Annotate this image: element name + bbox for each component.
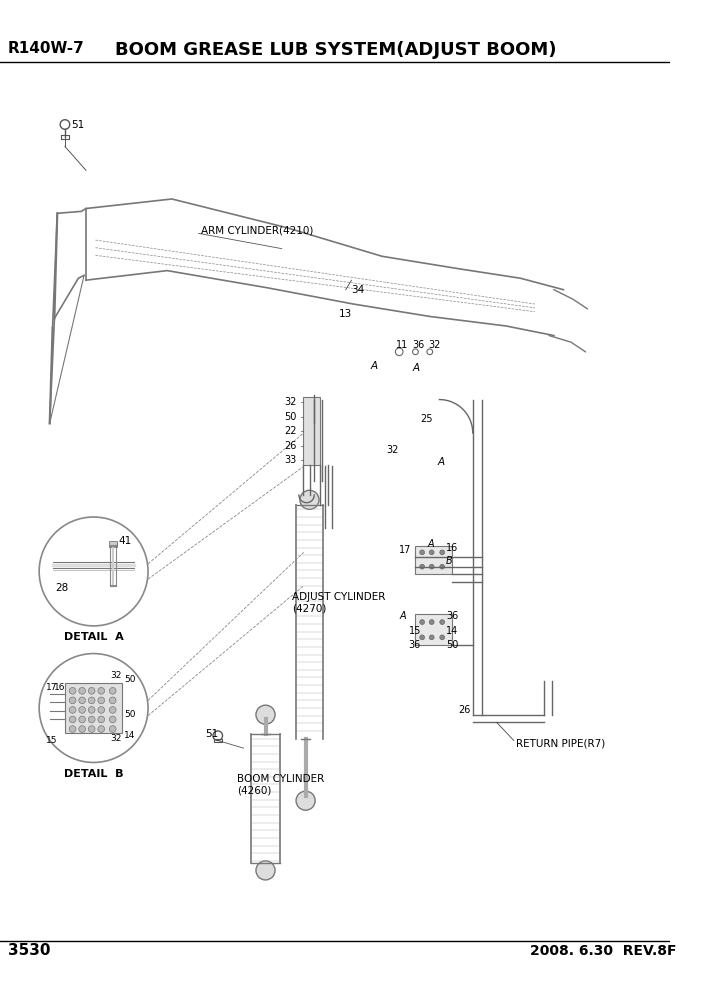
Text: 11: 11 — [397, 340, 409, 350]
Circle shape — [98, 726, 105, 732]
Circle shape — [430, 635, 434, 640]
Circle shape — [439, 620, 444, 624]
Text: BOOM GREASE LUB SYSTEM(ADJUST BOOM): BOOM GREASE LUB SYSTEM(ADJUST BOOM) — [114, 42, 556, 60]
Text: ARM CYLINDER(4210): ARM CYLINDER(4210) — [201, 225, 313, 235]
Circle shape — [88, 716, 95, 723]
Circle shape — [88, 687, 95, 694]
Circle shape — [110, 697, 116, 703]
Text: 17: 17 — [399, 546, 411, 556]
Circle shape — [98, 706, 105, 713]
Text: 36: 36 — [409, 640, 421, 650]
Circle shape — [420, 635, 425, 640]
Circle shape — [69, 726, 76, 732]
Text: R140W-7: R140W-7 — [8, 42, 84, 57]
Text: 36: 36 — [446, 611, 458, 621]
Text: 14: 14 — [124, 731, 135, 740]
Bar — [303, 397, 320, 465]
Text: ADJUST CYLINDER
(4270): ADJUST CYLINDER (4270) — [292, 592, 385, 614]
Circle shape — [69, 687, 76, 694]
Bar — [65, 683, 122, 733]
Circle shape — [430, 620, 434, 624]
Circle shape — [69, 716, 76, 723]
Circle shape — [430, 550, 434, 555]
Text: 50: 50 — [124, 675, 135, 683]
Text: A: A — [399, 611, 406, 621]
Text: 3530: 3530 — [8, 943, 50, 958]
Text: 36: 36 — [413, 340, 425, 350]
Circle shape — [256, 705, 275, 724]
Circle shape — [420, 550, 425, 555]
Text: RETURN PIPE(R7): RETURN PIPE(R7) — [516, 738, 605, 748]
Text: 33: 33 — [284, 454, 297, 464]
Text: 32: 32 — [387, 445, 399, 455]
Text: 51: 51 — [72, 120, 85, 130]
Circle shape — [110, 687, 116, 694]
Text: 26: 26 — [458, 705, 471, 715]
Text: 50: 50 — [446, 640, 458, 650]
Circle shape — [79, 687, 86, 694]
Circle shape — [256, 861, 275, 880]
Text: 32: 32 — [110, 671, 121, 681]
Circle shape — [110, 716, 116, 723]
Text: 26: 26 — [284, 441, 297, 451]
Text: 22: 22 — [284, 426, 297, 436]
Bar — [416, 614, 452, 645]
Text: 25: 25 — [420, 414, 432, 424]
Circle shape — [88, 697, 95, 703]
Text: 14: 14 — [446, 626, 458, 636]
Text: A: A — [437, 456, 444, 466]
Text: A: A — [413, 363, 420, 373]
Circle shape — [420, 564, 425, 569]
Text: DETAIL  B: DETAIL B — [64, 769, 124, 779]
Circle shape — [439, 635, 444, 640]
Bar — [109, 541, 117, 547]
Circle shape — [88, 706, 95, 713]
Circle shape — [439, 564, 444, 569]
Text: 32: 32 — [428, 340, 440, 350]
Circle shape — [69, 706, 76, 713]
Circle shape — [420, 620, 425, 624]
Circle shape — [98, 687, 105, 694]
Circle shape — [79, 716, 86, 723]
Circle shape — [300, 490, 319, 509]
Text: BOOM CYLINDER
(4260): BOOM CYLINDER (4260) — [237, 774, 324, 796]
Text: 16: 16 — [55, 683, 66, 692]
Circle shape — [439, 550, 444, 555]
Circle shape — [98, 697, 105, 703]
Text: 32: 32 — [110, 734, 121, 743]
Text: 51: 51 — [206, 729, 218, 739]
Text: 28: 28 — [55, 582, 69, 592]
Text: 50: 50 — [284, 412, 297, 422]
Circle shape — [296, 791, 315, 810]
Circle shape — [98, 716, 105, 723]
Bar — [416, 546, 452, 574]
Text: 15: 15 — [46, 736, 58, 745]
Circle shape — [88, 726, 95, 732]
Circle shape — [430, 564, 434, 569]
Text: 34: 34 — [352, 285, 365, 295]
Text: 32: 32 — [284, 398, 297, 408]
Circle shape — [110, 706, 116, 713]
Text: A: A — [371, 361, 378, 371]
Text: 17: 17 — [46, 683, 58, 692]
Circle shape — [79, 706, 86, 713]
Text: 16: 16 — [446, 543, 458, 553]
Text: 13: 13 — [339, 309, 352, 318]
Circle shape — [110, 726, 116, 732]
Circle shape — [69, 697, 76, 703]
Text: 50: 50 — [124, 710, 135, 719]
Text: A: A — [428, 539, 435, 549]
Text: DETAIL  A: DETAIL A — [64, 632, 124, 643]
Text: 41: 41 — [119, 536, 132, 546]
Text: 2008. 6.30  REV.8F: 2008. 6.30 REV.8F — [530, 943, 677, 957]
Text: 15: 15 — [409, 626, 421, 636]
Circle shape — [79, 697, 86, 703]
Text: B: B — [446, 556, 453, 566]
Circle shape — [79, 726, 86, 732]
